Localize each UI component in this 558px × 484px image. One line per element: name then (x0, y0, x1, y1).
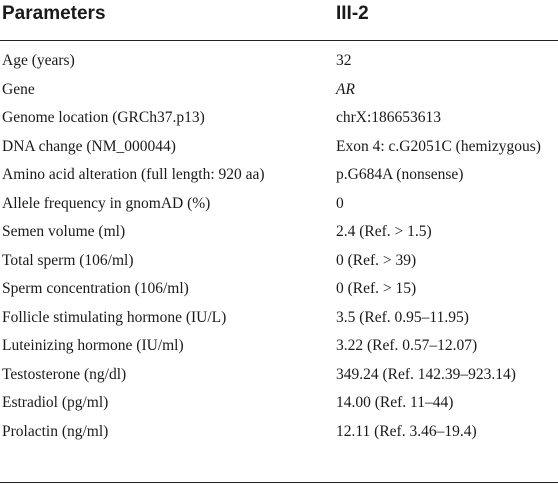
row-parameter: Amino acid alteration (full length: 920 … (2, 166, 265, 183)
table-row: Luteinizing hormone (IU/ml) 3.22 (Ref. 0.… (0, 337, 558, 366)
row-value: Exon 4: c.G2051C (hemizygous) (336, 137, 541, 155)
table-body: Age (years) 32 Gene AR Genome location (GR… (0, 52, 558, 451)
table-row: Age (years) 32 (0, 52, 558, 81)
row-parameter: Semen volume (ml) (2, 223, 126, 240)
table-row: Follicle stimulating hormone (IU/L) 3.5 (… (0, 309, 558, 338)
row-value: 349.24 (Ref. 142.39–923.14) (336, 365, 516, 383)
row-parameter: Sperm concentration (106/ml) (2, 280, 189, 297)
row-value: p.G684A (nonsense) (336, 166, 464, 183)
row-parameter: Testosterone (ng/dl) (2, 365, 127, 383)
table-row: DNA change (NM_000044) Exon 4: c.G2051C (… (0, 138, 558, 167)
row-parameter: Gene (2, 80, 35, 98)
row-value: 3.5 (Ref. 0.95–11.95) (336, 308, 469, 326)
row-value: 0 (336, 194, 344, 212)
table-row: Prolactin (ng/ml) 12.11 (Ref. 3.46–19.4) (0, 423, 558, 452)
row-parameter: Luteinizing hormone (IU/ml) (2, 337, 184, 354)
row-value: 14.00 (Ref. 11–44) (336, 394, 454, 411)
row-parameter: Genome location (GRCh37.p13) (2, 109, 205, 126)
table-row: Estradiol (pg/ml) 14.00 (Ref. 11–44) (0, 394, 558, 423)
table-row: Amino acid alteration (full length: 920 … (0, 166, 558, 195)
row-value: 0 (Ref. > 39) (336, 251, 417, 269)
row-value: chrX:186653613 (336, 109, 442, 126)
row-value: AR (336, 80, 355, 98)
table-row: Testosterone (ng/dl) 349.24 (Ref. 142.39–… (0, 366, 558, 395)
header-iii-2: III-2 (336, 3, 369, 24)
row-parameter: Allele frequency in gnomAD (%) (2, 194, 211, 212)
row-value: 0 (Ref. > 15) (336, 280, 417, 297)
row-value: 12.11 (Ref. 3.46–19.4) (336, 422, 477, 440)
row-parameter: Age (years) (2, 52, 75, 69)
row-parameter: Total sperm (106/ml) (2, 251, 134, 269)
table-row: Total sperm (106/ml) 0 (Ref. > 39) (0, 252, 558, 281)
row-value: 3.22 (Ref. 0.57–12.07) (336, 337, 478, 354)
row-value: 2.4 (Ref. > 1.5) (336, 223, 432, 240)
row-parameter: Estradiol (pg/ml) (2, 394, 109, 411)
table-header: Parameters III-2 (0, 0, 558, 41)
table-bottom-rule (0, 482, 558, 483)
table-row: Genome location (GRCh37.p13) chrX:1866536… (0, 109, 558, 138)
table-row: Gene AR (0, 81, 558, 110)
row-parameter: Follicle stimulating hormone (IU/L) (2, 308, 227, 326)
table-row: Sperm concentration (106/ml) 0 (Ref. > 15… (0, 280, 558, 309)
table-row: Semen volume (ml) 2.4 (Ref. > 1.5) (0, 223, 558, 252)
row-value: 32 (336, 52, 352, 69)
row-parameter: DNA change (NM_000044) (2, 137, 176, 155)
table-row: Allele frequency in gnomAD (%) 0 (0, 195, 558, 224)
header-parameters: Parameters (2, 3, 106, 24)
row-parameter: Prolactin (ng/ml) (2, 422, 109, 440)
